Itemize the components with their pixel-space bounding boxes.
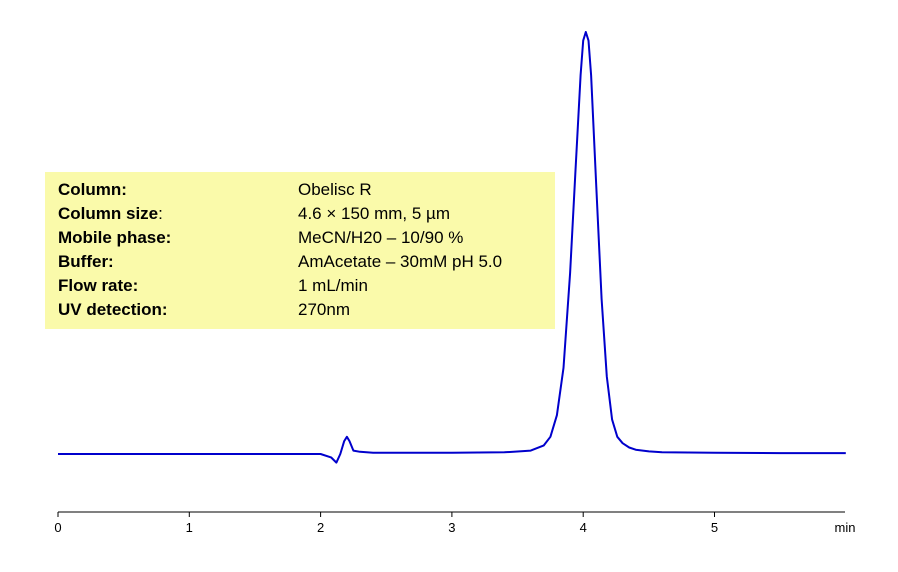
info-row-flow-rate: Flow rate: 1 mL/min <box>58 274 368 298</box>
x-axis-label: min <box>835 520 856 535</box>
info-label: Flow rate: <box>58 276 139 295</box>
x-tick-label: 1 <box>186 520 193 535</box>
info-row-uv-detection: UV detection: 270nm <box>58 298 350 322</box>
info-row-column-size: Column size: 4.6 × 150 mm, 5 µm <box>58 202 450 226</box>
x-tick-label: 5 <box>711 520 718 535</box>
series-group <box>58 31 846 464</box>
info-value: AmAcetate – 30mM pH 5.0 <box>298 252 503 271</box>
info-value: 1 mL/min <box>298 276 368 295</box>
info-label: UV detection: <box>58 300 168 319</box>
x-tick-label: 4 <box>580 520 587 535</box>
info-row-mobile-phase: Mobile phase: MeCN/H20 – 10/90 % <box>58 226 463 250</box>
x-tick-label: 3 <box>448 520 455 535</box>
info-row-buffer: Buffer: AmAcetate – 30mM pH 5.0 <box>58 250 502 274</box>
info-label: Column size: <box>58 204 163 223</box>
info-value: Obelisc R <box>298 180 372 199</box>
info-row-column: Column: Obelisc R <box>58 178 372 202</box>
info-value: 4.6 × 150 mm, 5 µm <box>298 204 450 223</box>
method-info-box: Column: Obelisc R Column size: 4.6 × 150 m… <box>45 172 555 329</box>
x-axis-ticks: 0 1 2 3 4 5 <box>54 512 718 535</box>
chromatogram-line <box>58 31 846 464</box>
info-label: Column: <box>58 180 127 199</box>
info-label: Buffer: <box>58 252 114 271</box>
x-tick-label: 0 <box>54 520 61 535</box>
info-label: Mobile phase: <box>58 228 172 247</box>
info-value: MeCN/H20 – 10/90 % <box>298 228 464 247</box>
info-value: 270nm <box>298 300 350 319</box>
x-tick-label: 2 <box>317 520 324 535</box>
